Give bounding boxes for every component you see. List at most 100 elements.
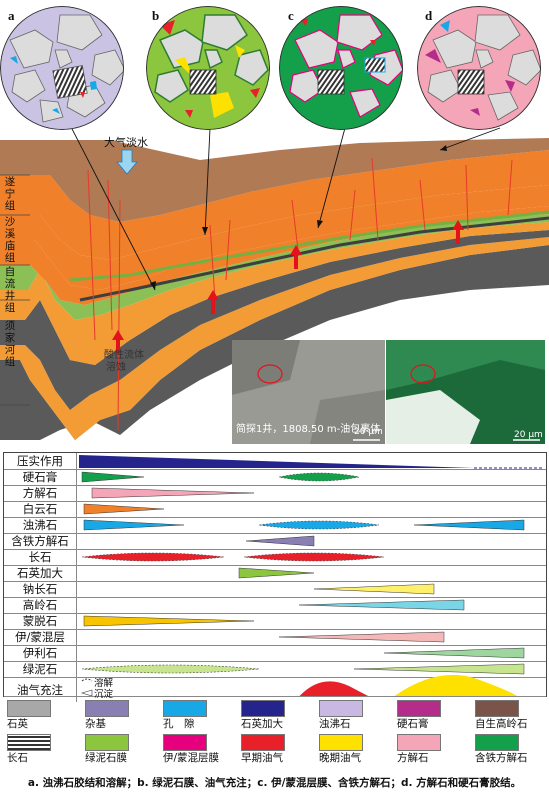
mineral-lens xyxy=(81,664,260,674)
geologic-section-figure xyxy=(0,6,549,444)
timeline-row: 石英加大 xyxy=(4,565,546,582)
legend-label: 石英加大 xyxy=(241,718,283,730)
compaction-wedge xyxy=(79,455,474,468)
timeline-row-label: 长石 xyxy=(4,549,77,565)
circle-label-a: a xyxy=(8,8,15,23)
mineral-lens xyxy=(258,520,380,530)
dissolution-key-symbol xyxy=(81,678,93,682)
timeline-row-label: 方解石 xyxy=(4,485,77,501)
timeline-bars xyxy=(79,455,544,696)
mineral-wedge xyxy=(298,599,465,611)
timeline-row-label: 硬石膏 xyxy=(4,469,77,485)
mineral-lens xyxy=(278,472,360,482)
dissolution-label: 溶蚀 xyxy=(106,362,126,373)
micrograph-left xyxy=(232,340,385,444)
legend-label: 含铁方解石 xyxy=(475,752,528,764)
timeline-row: 白云石 xyxy=(4,501,546,518)
legend-swatch xyxy=(163,700,207,717)
legend-label: 绿泥石膜 xyxy=(85,752,127,764)
timeline-row: 伊/蒙混层 xyxy=(4,629,546,646)
timeline-row-label: 油气充注 xyxy=(4,677,77,702)
circle-label-d: d xyxy=(425,8,433,23)
freshwater-label: 大气淡水 xyxy=(104,136,148,149)
timeline-row: 含铁方解石 xyxy=(4,533,546,550)
timeline-row: 蒙脱石 xyxy=(4,613,546,630)
timeline-row-label: 浊沸石 xyxy=(4,517,77,533)
formation-xujiahe: 须家河组 xyxy=(4,320,16,368)
late-oil-hump xyxy=(394,674,518,696)
legend-swatch xyxy=(319,700,363,717)
scale-left: 20 μm xyxy=(354,427,383,437)
mineral-wedge xyxy=(413,519,525,531)
legend-swatch xyxy=(475,700,519,717)
timeline-row: 长石 xyxy=(4,549,546,566)
circle-label-b: b xyxy=(152,8,160,23)
mineral-wedge xyxy=(353,663,525,675)
timeline-row-label: 伊利石 xyxy=(4,645,77,661)
circle-label-c: c xyxy=(288,8,294,23)
thin-section-c xyxy=(279,6,403,130)
mineral-wedge xyxy=(238,567,315,579)
formation-ziliujing: 自流井组 xyxy=(4,266,16,314)
acid-fluid-label: 酸性流体 xyxy=(104,350,144,361)
timeline-row: 硬石膏 xyxy=(4,469,546,486)
legend-swatch xyxy=(7,700,51,717)
legend-label: 早期油气 xyxy=(241,752,283,764)
timeline-row: 高岭石 xyxy=(4,597,546,614)
timeline-row-label: 钠长石 xyxy=(4,581,77,597)
timeline-row: 油气充注 xyxy=(4,677,546,702)
timeline-row-label: 压实作用 xyxy=(4,453,77,469)
mineral-wedge xyxy=(83,503,165,515)
legend-label: 方解石 xyxy=(397,752,429,764)
legend-swatch xyxy=(85,734,129,751)
scale-right: 20 μm xyxy=(514,430,543,440)
precipitation-key-symbol xyxy=(80,689,93,696)
legend-swatch xyxy=(475,734,519,751)
key-dissolution: 溶解 xyxy=(94,678,114,689)
timeline-row-label: 高岭石 xyxy=(4,597,77,613)
micrograph-right xyxy=(386,340,545,444)
legend-swatch xyxy=(163,734,207,751)
timeline-row-label: 绿泥石 xyxy=(4,661,77,677)
legend-label: 石英 xyxy=(7,718,28,730)
thin-section-a xyxy=(0,6,124,130)
timeline-row-label: 蒙脱石 xyxy=(4,613,77,629)
mineral-wedge xyxy=(278,631,445,643)
timeline-row-label: 伊/蒙混层 xyxy=(4,629,77,645)
legend-swatch xyxy=(7,734,51,751)
thin-section-b xyxy=(146,6,270,130)
formation-suining: 遂宁组 xyxy=(4,176,16,212)
mineral-wedge xyxy=(383,647,525,659)
legend-swatch xyxy=(397,734,441,751)
legend-label: 伊/蒙混层膜 xyxy=(163,752,220,764)
legend-label: 杂基 xyxy=(85,718,106,730)
key-precipitation: 沉淀 xyxy=(94,689,114,700)
diagenesis-timeline: 压实作用 硬石膏 方解石 白云石 浊沸石 含铁方解石 长石 石英加大 钠长石 高岭石 蒙脱石 伊/蒙混… xyxy=(3,452,547,702)
timeline-row: 方解石 xyxy=(4,485,546,502)
mineral-wedge xyxy=(245,535,315,547)
timeline-row-label: 石英加大 xyxy=(4,565,77,581)
legend-swatch xyxy=(241,700,285,717)
figure-caption: a. 浊沸石胶结和溶解；b. 绿泥石膜、油气充注；c. 伊/蒙混层膜、含铁方解石… xyxy=(27,777,522,789)
mineral-wedge xyxy=(313,583,435,595)
legend-label: 晚期油气 xyxy=(319,752,361,764)
timeline-row: 绿泥石 xyxy=(4,661,546,678)
legend-swatch xyxy=(85,700,129,717)
timeline-row: 压实作用 xyxy=(4,453,546,470)
timeline-row: 伊利石 xyxy=(4,645,546,662)
timeline-row: 钠长石 xyxy=(4,581,546,598)
early-oil-hump xyxy=(299,681,369,696)
mineral-wedge xyxy=(83,615,255,627)
timeline-row-label: 白云石 xyxy=(4,501,77,517)
thin-section-d xyxy=(417,6,541,130)
legend-label: 自生高岭石 xyxy=(475,718,528,730)
timeline-row-label: 含铁方解石 xyxy=(4,533,77,549)
legend-swatch xyxy=(241,734,285,751)
legend-label: 长石 xyxy=(7,752,28,764)
mineral-wedge xyxy=(91,487,255,499)
micrograph-caption: 简探1井，1808.50 m-油包裹体 xyxy=(236,424,381,435)
legend-label: 硬石膏 xyxy=(397,718,429,730)
mineral-lens xyxy=(81,552,225,562)
legend: 石英 杂基 孔 隙 石英加大 浊沸石 硬石膏 自生高岭石 长石 绿泥石膜 伊/蒙混层膜 早期油气 晚期… xyxy=(3,700,549,770)
legend-label: 浊沸石 xyxy=(319,718,351,730)
